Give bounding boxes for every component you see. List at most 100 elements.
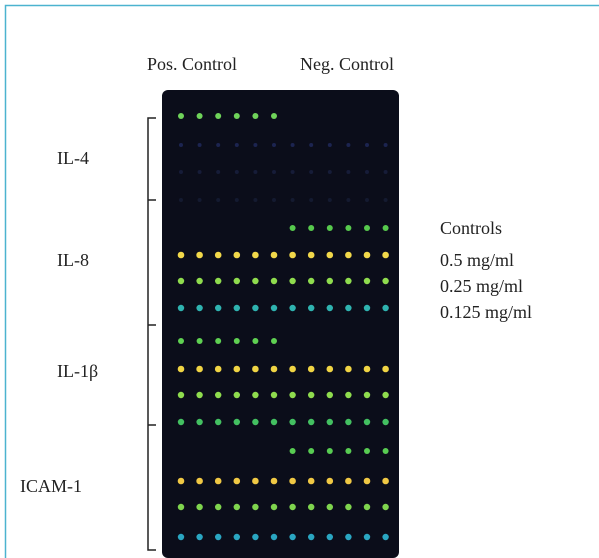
spot [196,419,202,425]
spot [289,305,295,311]
spot [252,504,258,510]
spot [252,305,258,311]
spot [327,225,333,231]
spot [178,478,185,485]
spot [309,170,313,174]
spot [308,478,315,485]
row-label: IL-1β [57,361,98,381]
spot [179,170,183,174]
spot [196,504,202,510]
spot [290,448,296,454]
spot [327,419,333,425]
spot [234,252,241,259]
spot [252,478,259,485]
spot [308,392,314,398]
spot [345,366,352,373]
spot [252,534,258,540]
spot [327,478,334,485]
spot [382,392,388,398]
spot [345,448,351,454]
spot [271,366,278,373]
spot [382,305,388,311]
array-slide [162,90,399,558]
spot [327,305,333,311]
spot [289,252,296,259]
spot [271,419,277,425]
spot [364,305,370,311]
spot [272,198,276,202]
legend-item: 0.5 mg/ml [440,250,514,270]
spot [178,305,184,311]
spot [383,225,389,231]
spot [252,392,258,398]
spot [328,143,332,147]
spot [178,534,184,540]
spot [196,305,202,311]
spot [234,392,240,398]
spot [345,278,351,284]
spot [196,392,202,398]
spot [382,419,388,425]
spot [309,198,313,202]
spot [327,392,333,398]
spot [198,170,202,174]
spot [346,170,350,174]
spot [384,198,388,202]
spot [327,504,333,510]
spot [216,143,220,147]
spot [252,366,259,373]
spot [291,143,295,147]
spot [271,113,277,119]
spot [196,534,202,540]
spot [364,278,370,284]
spot [365,143,369,147]
spot [216,170,220,174]
spot [271,534,277,540]
spot [179,198,183,202]
spot [382,366,389,373]
spot [364,448,370,454]
spot [271,338,277,344]
row-label: IL-4 [57,148,89,168]
spot [197,113,203,119]
spot [346,198,350,202]
spot [234,366,241,373]
spot [196,478,203,485]
spot [345,419,351,425]
spot [327,448,333,454]
spot [364,225,370,231]
spot [327,366,334,373]
spot [346,143,350,147]
spot [215,278,221,284]
spot [382,478,389,485]
spot [215,534,221,540]
spot [289,278,295,284]
spot [198,198,202,202]
spot [215,366,222,373]
spot [252,419,258,425]
spot [178,366,185,373]
spot [215,392,221,398]
spot [271,252,278,259]
spot [327,278,333,284]
spot [291,170,295,174]
spot [234,534,240,540]
spot [179,143,183,147]
spot [234,305,240,311]
spot [364,252,371,259]
spot [253,170,257,174]
spot [234,504,240,510]
spot [234,419,240,425]
spot [345,305,351,311]
spot [327,252,334,259]
spot [364,366,371,373]
spot [327,534,333,540]
spot [328,198,332,202]
spot [383,448,389,454]
spot [308,534,314,540]
spot [289,534,295,540]
spot [235,143,239,147]
spot [252,278,258,284]
spot [364,419,370,425]
spot [308,366,315,373]
